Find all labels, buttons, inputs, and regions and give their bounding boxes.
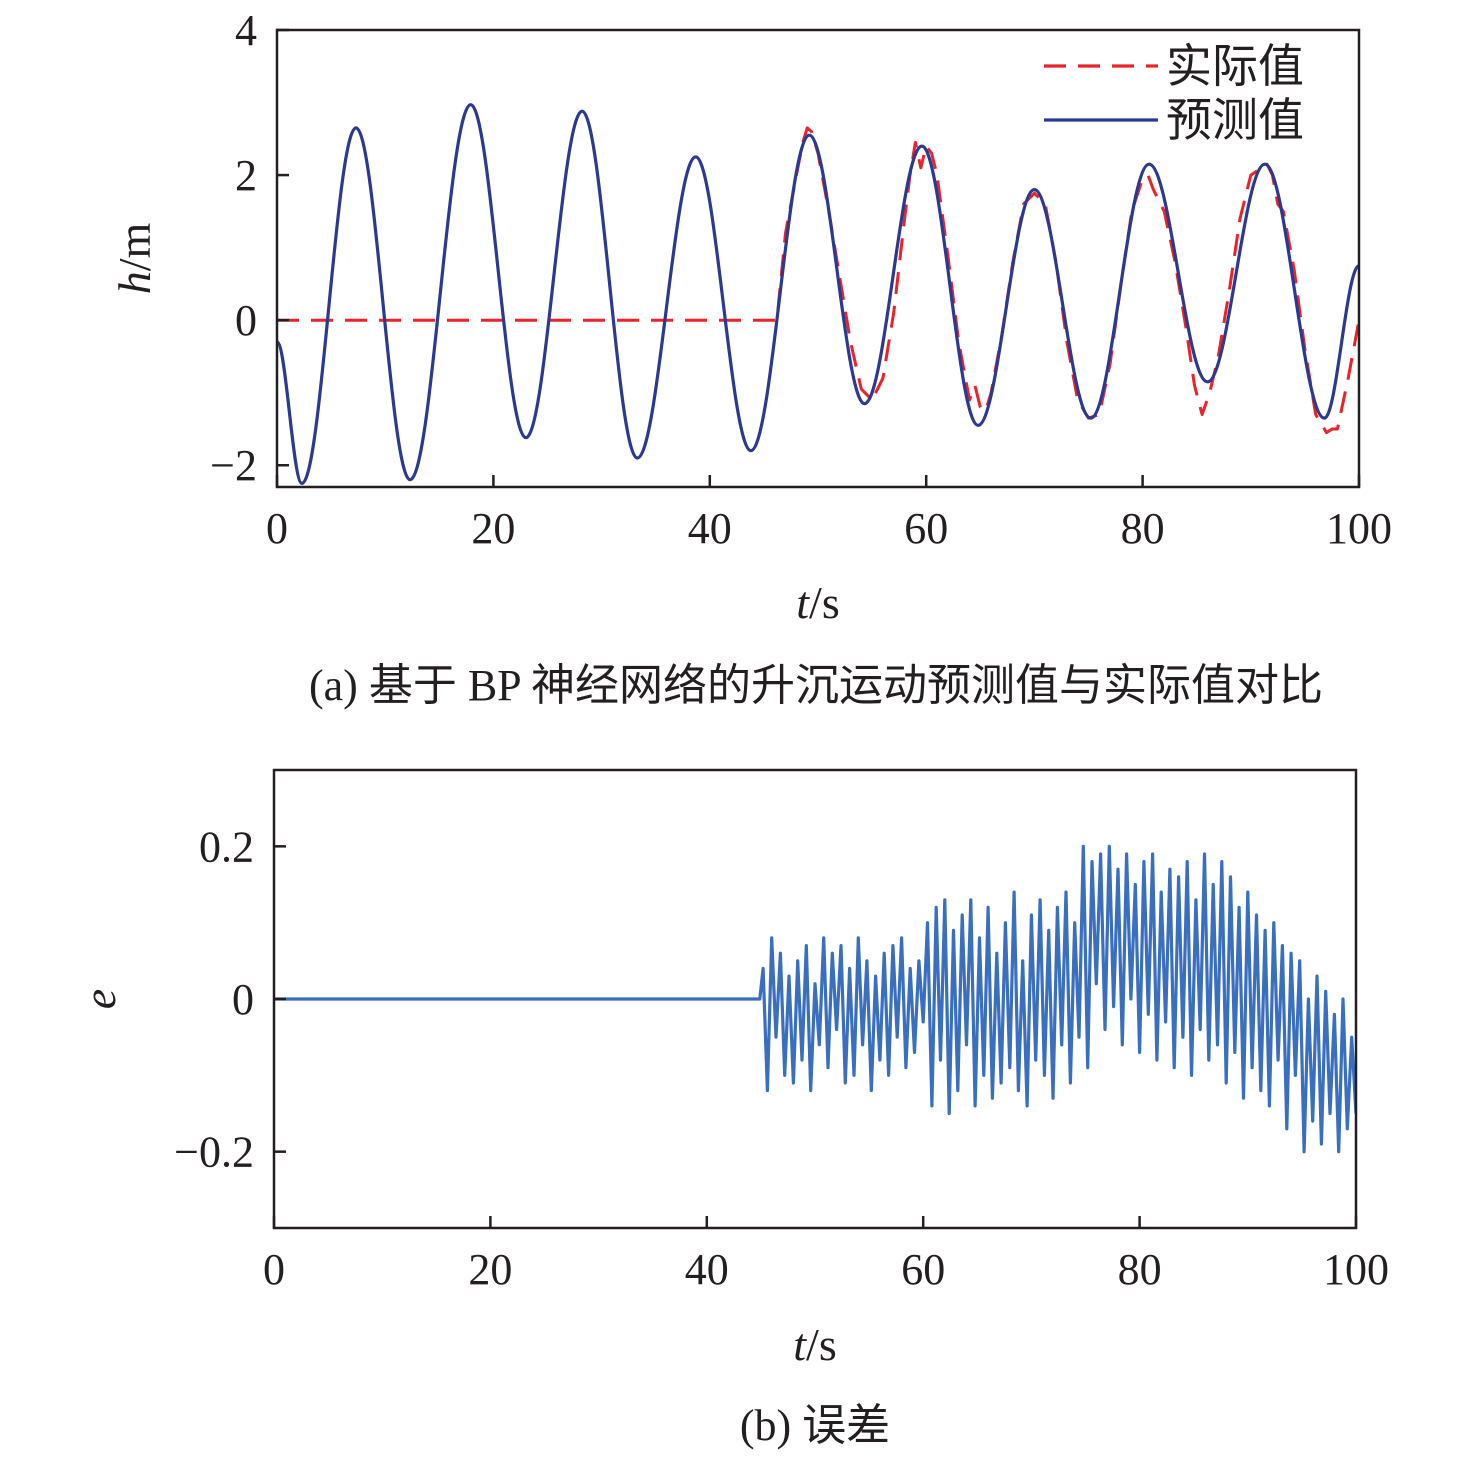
chart-b-x-var: t [793, 1319, 807, 1370]
chart-a-y-tick-label: −2 [210, 441, 257, 490]
chart-b-x-tick-label: 100 [1323, 1245, 1389, 1294]
chart-a-y-axis-label: h/m [109, 223, 160, 295]
chart-b-error: 0 20 40 60 80 100 −0.2 0 0.2 e t/s (b) 误差 [74, 768, 1389, 1450]
chart-a-y-tick-label: 4 [235, 6, 257, 55]
chart-a-x-axis-label: t/s [796, 577, 839, 628]
chart-b-series-error-line [274, 844, 1356, 1154]
legend-label-predicted: 预测值 [1166, 95, 1304, 146]
chart-b-y-tick-label: −0.2 [174, 1128, 254, 1177]
chart-a-y-tick-label: 0 [235, 296, 257, 345]
chart-a-series-actual-line [277, 126, 1359, 435]
chart-b-x-unit: /s [806, 1319, 837, 1370]
chart-a-y-var: h [109, 271, 160, 294]
chart-a-x-tick-label: 80 [1121, 504, 1165, 553]
chart-b-x-tick-label: 80 [1118, 1245, 1162, 1294]
chart-b-ticks: 0 20 40 60 80 100 −0.2 0 0.2 [174, 822, 1389, 1294]
chart-b-y-var: e [74, 989, 125, 1009]
chart-a-x-tick-label: 0 [266, 504, 288, 553]
chart-b-x-tick-label: 0 [263, 1245, 285, 1294]
chart-a-series-group [277, 103, 1359, 485]
chart-a-series-predicted-line [277, 103, 1359, 485]
chart-a-caption: (a) 基于 BP 神经网络的升沉运动预测值与实际值对比 [309, 661, 1323, 710]
chart-a-x-tick-label: 100 [1326, 504, 1392, 553]
chart-b-x-tick-label: 60 [901, 1245, 945, 1294]
chart-a-x-tick-label: 20 [471, 504, 515, 553]
chart-b-series-group [274, 844, 1356, 1154]
chart-b-caption: (b) 误差 [740, 1401, 890, 1450]
chart-b-y-tick-label: 0.2 [199, 822, 254, 871]
legend-label-actual: 实际值 [1166, 41, 1304, 92]
chart-b-x-tick-label: 40 [685, 1245, 729, 1294]
chart-b-x-axis-label: t/s [793, 1319, 836, 1370]
chart-a-y-tick-label: 2 [235, 151, 257, 200]
chart-b-y-tick-label: 0 [232, 975, 254, 1024]
chart-b-y-axis-label: e [74, 989, 125, 1009]
chart-a-x-unit: /s [809, 577, 840, 628]
chart-a-x-var: t [796, 577, 810, 628]
chart-a-x-tick-label: 60 [904, 504, 948, 553]
chart-b-x-tick-label: 20 [468, 1245, 512, 1294]
chart-a-y-unit: /m [109, 223, 160, 272]
chart-a-plot-frame [275, 28, 1361, 489]
chart-a-x-tick-label: 40 [688, 504, 732, 553]
